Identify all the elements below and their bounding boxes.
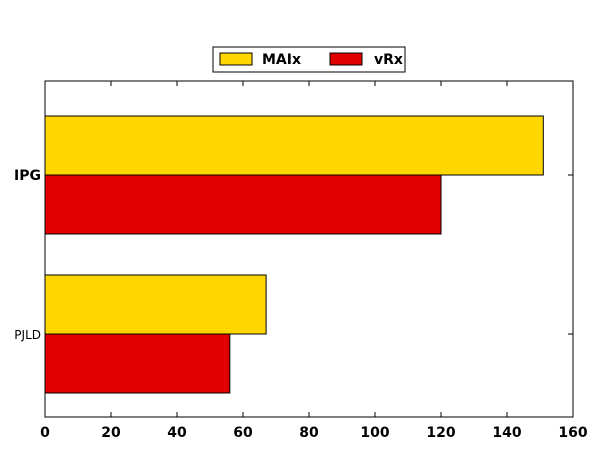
x-tick-label: 40 [167, 425, 187, 441]
x-tick-label: 60 [233, 425, 253, 441]
legend-label-maix: MAIx [262, 52, 301, 68]
legend-label-vrx: vRx [374, 52, 403, 68]
legend: MAIx vRx [212, 46, 406, 73]
bars-layer [44, 115, 544, 394]
x-tick-label: 80 [299, 425, 319, 441]
x-tick-label: 120 [426, 425, 455, 441]
bar-vrx-pjld [44, 333, 231, 394]
y-axis: IPG PJLD [14, 168, 573, 342]
legend-swatch-maix [219, 52, 253, 66]
x-axis: 0 20 40 60 80 100 120 140 160 [40, 81, 588, 441]
x-tick-label: 140 [492, 425, 521, 441]
y-category-label: PJLD [14, 328, 41, 342]
bar-maix-ipg [44, 115, 544, 176]
y-category-label: IPG [14, 168, 41, 184]
legend-swatch-vrx [329, 52, 363, 66]
x-tick-label: 100 [360, 425, 389, 441]
x-tick-label: 0 [40, 425, 50, 441]
bar-maix-pjld [44, 274, 267, 335]
x-tick-label: 160 [558, 425, 587, 441]
bar-vrx-ipg [44, 174, 442, 235]
x-tick-label: 20 [101, 425, 121, 441]
